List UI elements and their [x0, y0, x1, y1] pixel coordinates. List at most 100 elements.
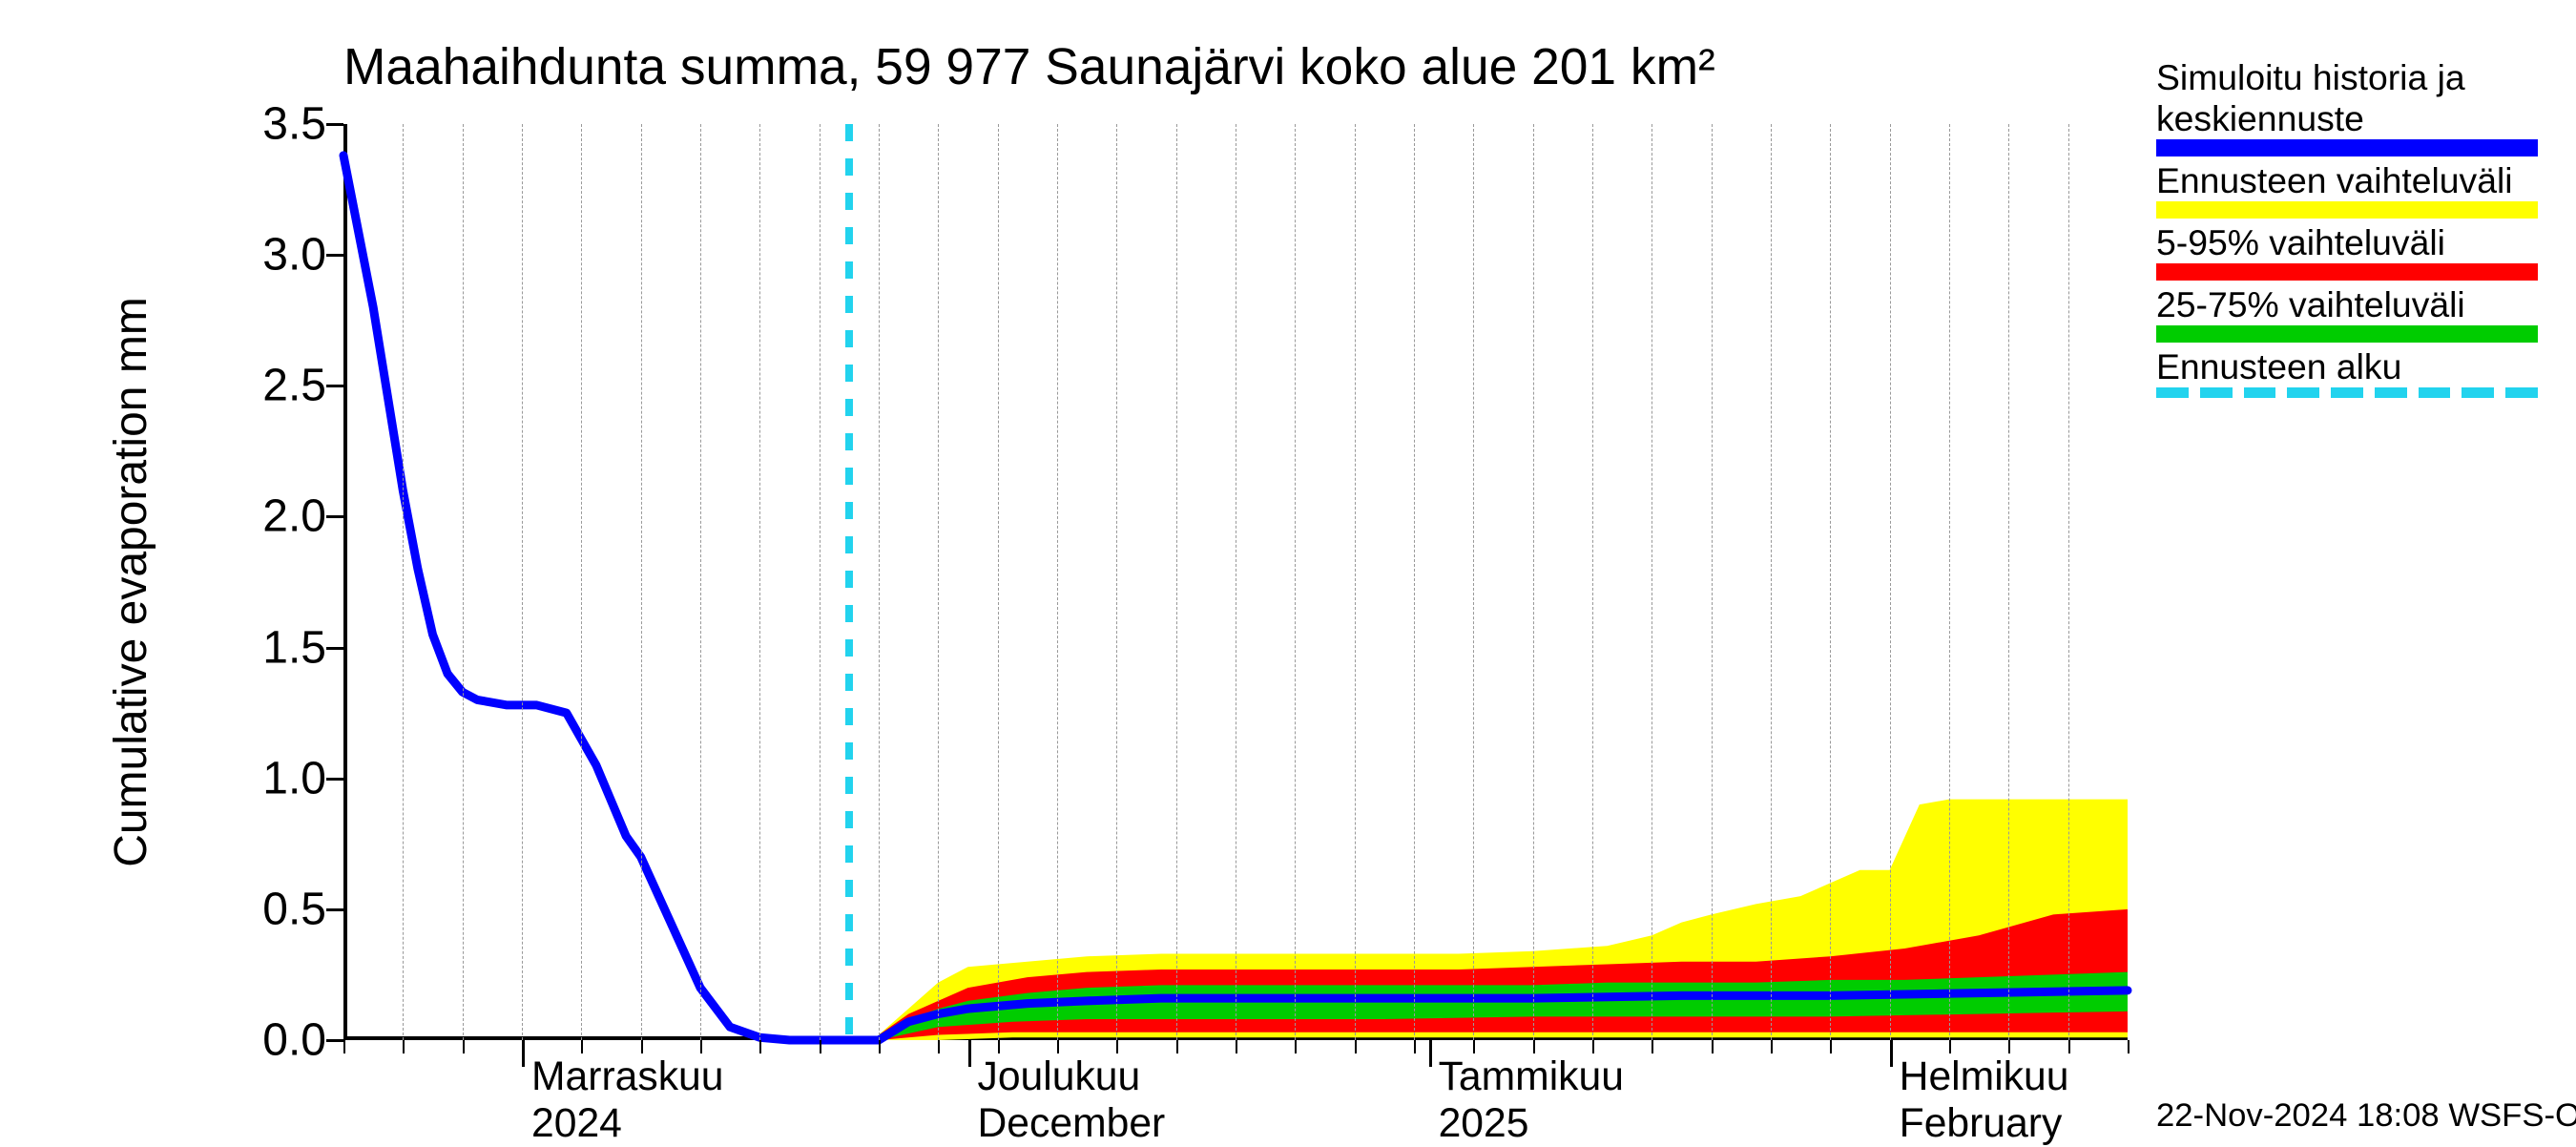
grid-line-vertical: [1473, 124, 1474, 1040]
y-tick-label: 3.0: [262, 229, 326, 282]
x-minor-tick: [1652, 1040, 1653, 1053]
x-minor-tick: [1712, 1040, 1714, 1053]
x-minor-tick: [2008, 1040, 2010, 1053]
x-minor-tick: [1295, 1040, 1297, 1053]
x-tick-label: Tammikuu2025: [1439, 1053, 1624, 1147]
y-tick-label: 0.5: [262, 883, 326, 935]
x-minor-tick: [1057, 1040, 1059, 1053]
legend-entry: Simuloitu historia jakeskiennuste: [2156, 57, 2538, 156]
chart-root: Maahaihdunta summa, 59 977 Saunajärvi ko…: [0, 0, 2576, 1145]
grid-line-vertical: [2068, 124, 2069, 1040]
x-tick-label-line1: Tammikuu: [1439, 1053, 1624, 1099]
legend-swatch: [2156, 263, 2538, 281]
grid-line-vertical: [759, 124, 760, 1040]
x-minor-tick: [759, 1040, 761, 1053]
x-tick-label-line1: Helmikuu: [1900, 1053, 2069, 1099]
x-tick-label-line1: Joulukuu: [978, 1053, 1141, 1099]
x-tick-label-line2: 2024: [531, 1100, 724, 1147]
y-tick-mark: [326, 1039, 343, 1042]
legend-swatch: [2156, 325, 2538, 343]
x-minor-tick: [2068, 1040, 2070, 1053]
x-minor-tick: [1414, 1040, 1416, 1053]
x-minor-tick: [1236, 1040, 1237, 1053]
x-tick-label-line2: February: [1900, 1100, 2069, 1147]
legend-swatch: [2156, 139, 2538, 156]
legend-swatch-dash: [2156, 387, 2538, 398]
grid-line-vertical: [1176, 124, 1177, 1040]
x-minor-tick: [1592, 1040, 1594, 1053]
legend-entry: Ennusteen alku: [2156, 346, 2538, 398]
y-tick-mark: [326, 254, 343, 257]
y-tick-mark: [326, 123, 343, 126]
y-tick-mark: [326, 515, 343, 518]
x-major-tick: [522, 1040, 525, 1067]
chart-title: Maahaihdunta summa, 59 977 Saunajärvi ko…: [343, 38, 1715, 96]
grid-line-vertical: [1771, 124, 1772, 1040]
x-minor-tick: [820, 1040, 821, 1053]
x-minor-tick: [2128, 1040, 2129, 1053]
grid-line-vertical: [1949, 124, 1950, 1040]
y-tick-label: 3.5: [262, 98, 326, 151]
y-tick-label: 2.5: [262, 360, 326, 412]
legend-label: 5-95% vaihteluväli: [2156, 222, 2538, 263]
y-tick-label: 2.0: [262, 490, 326, 543]
grid-line-vertical: [1116, 124, 1117, 1040]
grid-line-vertical: [403, 124, 404, 1040]
x-minor-tick: [1355, 1040, 1357, 1053]
forecast-start-line: [845, 124, 853, 1040]
grid-line-vertical: [1712, 124, 1713, 1040]
x-minor-tick: [1533, 1040, 1535, 1053]
x-tick-label: JoulukuuDecember: [978, 1053, 1166, 1147]
x-minor-tick: [403, 1040, 405, 1053]
grid-line-vertical: [879, 124, 880, 1040]
legend-swatch: [2156, 201, 2538, 219]
x-tick-label: HelmikuuFebruary: [1900, 1053, 2069, 1147]
legend-label: Ennusteen vaihteluväli: [2156, 160, 2538, 201]
legend-entry: 5-95% vaihteluväli: [2156, 222, 2538, 281]
x-tick-label: Marraskuu2024: [531, 1053, 724, 1147]
x-tick-label-line2: 2025: [1439, 1100, 1624, 1147]
grid-line-vertical: [1057, 124, 1058, 1040]
grid-line-vertical: [641, 124, 642, 1040]
x-minor-tick: [581, 1040, 583, 1053]
x-minor-tick: [938, 1040, 940, 1053]
grid-line-vertical: [522, 124, 523, 1040]
legend-label: 25-75% vaihteluväli: [2156, 284, 2538, 325]
x-minor-tick: [343, 1040, 345, 1053]
grid-line-vertical: [581, 124, 582, 1040]
grid-line-vertical: [820, 124, 821, 1040]
y-axis-label: Cumulative evaporation mm: [105, 297, 157, 867]
legend-entry: Ennusteen vaihteluväli: [2156, 160, 2538, 219]
x-minor-tick: [641, 1040, 643, 1053]
legend-label: Ennusteen alku: [2156, 346, 2538, 387]
grid-line-vertical: [938, 124, 939, 1040]
grid-line-vertical: [2008, 124, 2009, 1040]
x-major-tick: [1890, 1040, 1893, 1067]
y-tick-mark: [326, 908, 343, 911]
grid-line-vertical: [1414, 124, 1415, 1040]
grid-line-vertical: [998, 124, 999, 1040]
legend: Simuloitu historia jakeskiennuste Ennuste…: [2156, 57, 2538, 402]
y-tick-mark: [326, 778, 343, 781]
y-tick-label: 1.5: [262, 621, 326, 674]
grid-line-vertical: [1592, 124, 1593, 1040]
grid-line-vertical: [1830, 124, 1831, 1040]
grid-line-vertical: [1295, 124, 1296, 1040]
x-major-tick: [968, 1040, 971, 1067]
grid-line-vertical: [700, 124, 701, 1040]
x-minor-tick: [700, 1040, 702, 1053]
y-tick-mark: [326, 647, 343, 650]
x-minor-tick: [1473, 1040, 1475, 1053]
grid-line-vertical: [1890, 124, 1891, 1040]
x-major-tick: [1429, 1040, 1432, 1067]
plot-area: 0.00.51.01.52.02.53.03.5Marraskuu2024Jou…: [343, 124, 2128, 1040]
x-minor-tick: [1176, 1040, 1178, 1053]
x-minor-tick: [998, 1040, 1000, 1053]
x-tick-label-line1: Marraskuu: [531, 1053, 724, 1099]
x-minor-tick: [463, 1040, 465, 1053]
legend-label: Simuloitu historia jakeskiennuste: [2156, 57, 2538, 139]
x-minor-tick: [1116, 1040, 1118, 1053]
x-minor-tick: [879, 1040, 881, 1053]
x-minor-tick: [1771, 1040, 1773, 1053]
grid-line-vertical: [463, 124, 464, 1040]
